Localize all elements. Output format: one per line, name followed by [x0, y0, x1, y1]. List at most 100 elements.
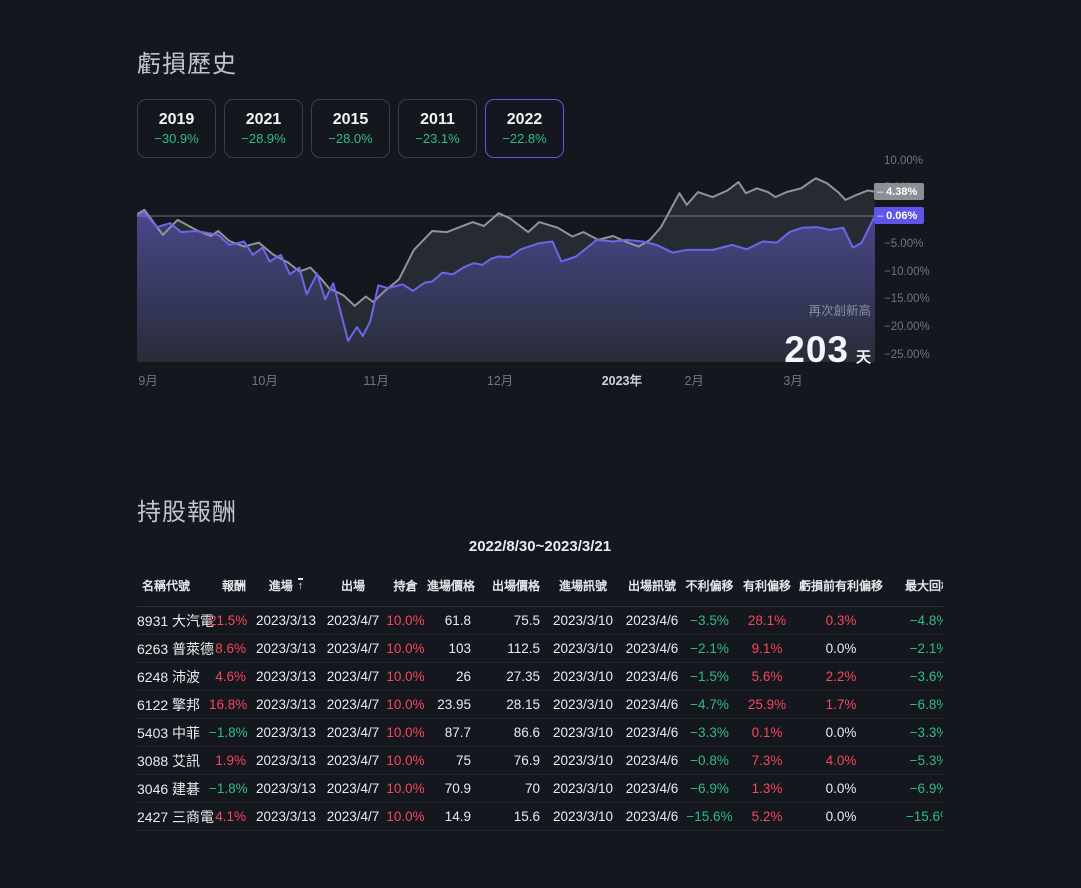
table-cell: 28.1% — [737, 606, 797, 635]
year-label: 2021 — [245, 111, 282, 128]
table-cell: 9.1% — [737, 634, 797, 663]
sort-asc-icon: ↑ — [297, 577, 304, 592]
y-axis-label: 10.00% — [884, 154, 924, 167]
table-cell: 2023/4/6 — [622, 774, 682, 803]
table-cell: 10.0% — [384, 606, 427, 635]
column-header-3[interactable]: 出場 — [322, 564, 384, 607]
table-cell: 2023/3/10 — [544, 718, 622, 747]
year-button-2021[interactable]: 2021 −28.9% — [224, 99, 303, 158]
table-cell: −3.3% — [682, 718, 737, 747]
y-axis-label: −10.00% — [884, 265, 930, 278]
stock-name-cell: 6122 擎邦 — [137, 690, 209, 719]
stock-name-cell: 2427 三商電 — [137, 802, 214, 831]
table-row-3046[interactable]: 3046 建碁 −1.8% 2023/3/13 2023/4/7 10.0% 70.9 70… — [137, 774, 943, 803]
table-cell: 8.6% — [209, 634, 250, 663]
table-cell: 10.0% — [384, 746, 427, 775]
year-button-2022[interactable]: 2022 −22.8% — [485, 99, 564, 158]
column-header-label: 持倉 — [393, 578, 418, 593]
column-header-10[interactable]: 有利偏移 — [737, 564, 797, 607]
year-label: 2019 — [158, 111, 195, 128]
year-button-2015[interactable]: 2015 −28.0% — [311, 99, 390, 158]
table-cell: 2023/3/10 — [544, 662, 622, 691]
x-axis-label: 2月 — [684, 374, 704, 388]
y-axis-label: −20.00% — [884, 321, 930, 333]
column-header-1[interactable]: 報酬 — [209, 564, 250, 607]
table-cell: 103 — [427, 634, 475, 663]
table-cell: 2023/3/10 — [544, 634, 622, 663]
x-axis-label: 12月 — [486, 374, 514, 388]
column-header-8[interactable]: 出場訊號 — [622, 564, 682, 607]
table-cell: 2023/3/10 — [544, 606, 622, 635]
table-cell: 5.6% — [737, 662, 797, 691]
table-cell: 2023/4/7 — [322, 606, 384, 635]
table-cell: 112.5 — [475, 634, 544, 663]
stock-name-cell: 5403 中菲 — [137, 718, 209, 747]
column-header-2[interactable]: 進場 ↑ — [250, 564, 322, 607]
date-range: 2022/8/30~2023/3/21 — [468, 538, 612, 555]
table-cell: 2023/4/7 — [322, 634, 384, 663]
table-cell: 2023/4/6 — [622, 690, 682, 719]
table-cell: −3.5% — [682, 606, 737, 635]
table-cell: 25.9% — [737, 690, 797, 719]
table-cell: 2023/4/6 — [622, 662, 682, 691]
year-button-2011[interactable]: 2011 −23.1% — [398, 99, 477, 158]
table-cell: 87.7 — [427, 718, 475, 747]
loss-chart[interactable]: 10.00%5.00%0.00%−5.00%−10.00%−15.00%−20.… — [137, 152, 943, 402]
stock-name-cell: 8931 大汽電 — [137, 606, 214, 635]
column-header-0[interactable]: 名稱代號 — [137, 564, 209, 607]
table-cell: 2023/4/7 — [322, 746, 384, 775]
table-cell: 26 — [427, 662, 475, 691]
table-cell: 2023/3/13 — [250, 718, 322, 747]
table-cell: −3.3% — [885, 718, 943, 747]
table-row-6122[interactable]: 6122 擎邦 16.8% 2023/3/13 2023/4/7 10.0% 23.95 2… — [137, 690, 943, 719]
strategy-line — [137, 211, 875, 342]
table-row-5403[interactable]: 5403 中菲 −1.8% 2023/3/13 2023/4/7 10.0% 87.7 86… — [137, 718, 943, 747]
table-row-8931[interactable]: 8931 大汽電 21.5% 2023/3/13 2023/4/7 10.0% 61.8 7… — [137, 606, 943, 635]
table-cell: 2023/3/10 — [544, 690, 622, 719]
column-header-7[interactable]: 進場訊號 — [544, 564, 622, 607]
table-cell: 2023/3/13 — [250, 746, 322, 775]
table-cell: 2023/3/10 — [544, 774, 622, 803]
chart-canvas[interactable] — [137, 152, 875, 362]
year-loss-label: −28.9% — [241, 131, 286, 146]
table-row-2427[interactable]: 2427 三商電 4.1% 2023/3/13 2023/4/7 10.0% 14.9 15… — [137, 802, 943, 831]
table-cell: −4.7% — [682, 690, 737, 719]
column-header-label: 虧損前有利偏移 — [798, 578, 883, 593]
column-header-5[interactable]: 進場價格 — [427, 564, 475, 607]
table-cell: 61.8 — [427, 606, 475, 635]
column-header-12[interactable]: 最大回檔 — [885, 564, 943, 607]
table-cell: 76.9 — [475, 746, 544, 775]
table-row-6248[interactable]: 6248 沛波 4.6% 2023/3/13 2023/4/7 10.0% 26 27.35… — [137, 662, 943, 691]
table-cell: −15.6% — [885, 802, 943, 831]
table-cell: 10.0% — [384, 774, 427, 803]
table-row-6263[interactable]: 6263 普萊德 8.6% 2023/3/13 2023/4/7 10.0% 103 112… — [137, 634, 943, 663]
table-row-3088[interactable]: 3088 艾訊 1.9% 2023/3/13 2023/4/7 10.0% 75 76.9 2… — [137, 746, 943, 775]
table-cell: 75.5 — [475, 606, 544, 635]
column-header-label: 不利偏移 — [685, 578, 734, 593]
table-cell: −6.9% — [885, 774, 943, 803]
column-header-label: 報酬 — [221, 578, 246, 593]
table-cell: −5.3% — [885, 746, 943, 775]
column-header-11[interactable]: 虧損前有利偏移 — [797, 564, 885, 607]
table-cell: 0.0% — [797, 802, 885, 831]
y-axis-label: −15.00% — [884, 293, 930, 306]
table-cell: 2023/3/13 — [250, 662, 322, 691]
table-cell: −1.5% — [682, 662, 737, 691]
holdings-table-wrap: 名稱代號 報酬 進場 ↑ 出場 持倉 進場價格 出場價格 進場訊號 出場訊號 不利偏移 有利偏移 虧損前… — [137, 564, 943, 831]
table-cell: −6.9% — [682, 774, 737, 803]
column-header-9[interactable]: 不利偏移 — [682, 564, 737, 607]
table-cell: −3.6% — [885, 662, 943, 691]
table-cell: 2023/4/6 — [622, 802, 682, 831]
column-header-label: 出場 — [340, 578, 365, 593]
year-label: 2015 — [332, 111, 369, 128]
table-cell: 2023/4/6 — [622, 606, 682, 635]
column-header-4[interactable]: 持倉 — [384, 564, 427, 607]
table-cell: 2023/4/6 — [622, 634, 682, 663]
table-cell: −2.1% — [885, 634, 943, 663]
table-cell: 0.0% — [797, 634, 885, 663]
table-cell: 1.7% — [797, 690, 885, 719]
year-button-2019[interactable]: 2019 −30.9% — [137, 99, 216, 158]
stock-name-cell: 6248 沛波 — [137, 662, 209, 691]
column-header-6[interactable]: 出場價格 — [475, 564, 544, 607]
y-axis-label: −25.00% — [884, 348, 930, 361]
